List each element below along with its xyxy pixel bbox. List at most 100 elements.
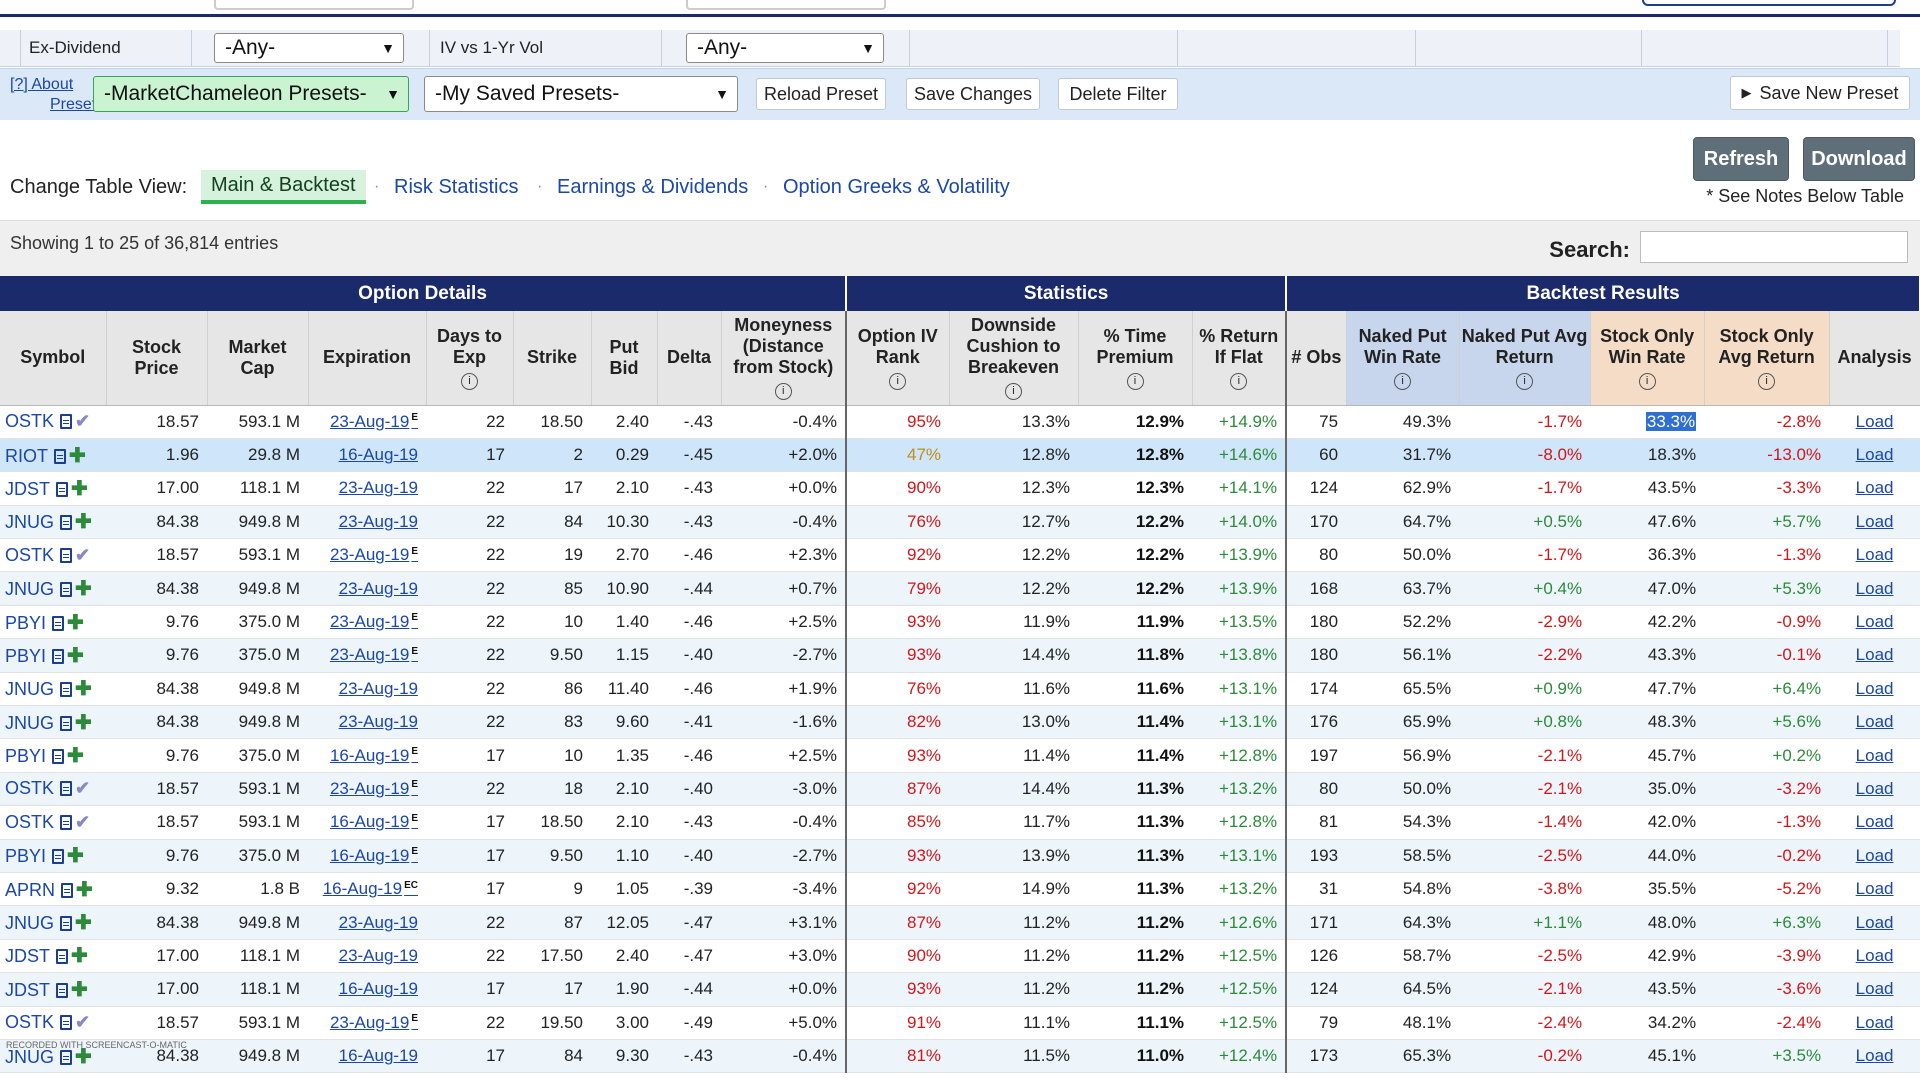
expiration-link[interactable]: 16-Aug-19 xyxy=(339,1046,418,1065)
col-downside-cushion[interactable]: Downside Cushion to Breakeven i xyxy=(949,311,1079,406)
symbol-link[interactable]: APRN xyxy=(5,879,56,900)
col-symbol[interactable]: Symbol xyxy=(0,311,107,406)
plus-icon[interactable]: ✚ xyxy=(67,611,84,634)
tab-main-backtest[interactable]: Main & Backtest xyxy=(201,170,366,204)
plus-icon[interactable]: ✚ xyxy=(75,711,92,734)
col-return-if-flat[interactable]: % Return If Flat i xyxy=(1192,311,1288,406)
iv-select[interactable]: -Any- ▼ xyxy=(686,33,884,63)
load-link[interactable]: Load xyxy=(1855,511,1894,531)
document-icon[interactable] xyxy=(60,814,73,830)
document-icon[interactable] xyxy=(60,916,72,932)
load-link[interactable]: Load xyxy=(1855,678,1894,698)
symbol-link[interactable]: PBYI xyxy=(5,645,47,666)
check-icon[interactable]: ✔ xyxy=(75,411,91,432)
symbol-link[interactable]: PBYI xyxy=(5,846,47,867)
expiration-link[interactable]: 16-Aug-19 xyxy=(339,445,418,464)
load-link[interactable]: Load xyxy=(1855,1012,1894,1032)
col-market-cap[interactable]: Market Cap xyxy=(207,311,309,406)
plus-icon[interactable]: ✚ xyxy=(76,878,93,901)
load-link[interactable]: Load xyxy=(1855,1046,1894,1066)
expiration-link[interactable]: 23-Aug-19 xyxy=(339,913,418,932)
symbol-link[interactable]: OSTK xyxy=(5,778,55,799)
check-icon[interactable]: ✔ xyxy=(75,811,91,832)
expiration-link[interactable]: 23-Aug-19 xyxy=(339,478,418,497)
load-link[interactable]: Load xyxy=(1855,778,1894,798)
plus-icon[interactable]: ✚ xyxy=(71,978,88,1001)
expiration-link[interactable]: 23-Aug-19 E xyxy=(330,779,418,798)
tab-earnings-dividends[interactable]: Earnings & Dividends xyxy=(557,175,749,198)
info-icon[interactable]: i xyxy=(1758,372,1776,390)
expiration-link[interactable]: 23-Aug-19 xyxy=(339,946,418,965)
info-icon[interactable]: i xyxy=(1638,372,1656,390)
filter-input-stub[interactable] xyxy=(686,0,886,10)
symbol-link[interactable]: OSTK xyxy=(5,1012,55,1033)
info-icon[interactable]: i xyxy=(1230,372,1248,390)
symbol-link[interactable]: OSTK xyxy=(5,544,55,565)
load-link[interactable]: Load xyxy=(1855,945,1894,965)
col-stock-only-win-rate[interactable]: Stock Only Win Rate i xyxy=(1590,311,1705,406)
save-changes-button[interactable]: Save Changes xyxy=(906,78,1040,110)
expiration-link[interactable]: 23-Aug-19 xyxy=(339,679,418,698)
filter-input-stub[interactable] xyxy=(214,0,414,10)
document-icon[interactable] xyxy=(52,749,65,765)
expiration-link[interactable]: 16-Aug-19 E xyxy=(330,746,418,765)
reload-preset-button[interactable]: Reload Preset xyxy=(756,78,886,110)
save-new-preset-button[interactable]: ▶ Save New Preset xyxy=(1730,76,1910,110)
load-link[interactable]: Load xyxy=(1855,411,1894,431)
refresh-button[interactable]: Refresh xyxy=(1693,137,1789,181)
col-delta[interactable]: Delta xyxy=(657,311,722,406)
check-icon[interactable]: ✔ xyxy=(75,778,91,799)
load-link[interactable]: Load xyxy=(1855,812,1894,832)
info-icon[interactable]: i xyxy=(461,372,478,390)
download-button[interactable]: Download xyxy=(1803,137,1915,181)
plus-icon[interactable]: ✚ xyxy=(67,644,84,667)
document-icon[interactable] xyxy=(60,547,73,563)
load-link[interactable]: Load xyxy=(1855,979,1894,999)
document-icon[interactable] xyxy=(60,1049,72,1065)
load-link[interactable]: Load xyxy=(1855,745,1894,765)
plus-icon[interactable]: ✚ xyxy=(71,945,88,968)
expiration-link[interactable]: 23-Aug-19 xyxy=(339,712,418,731)
document-icon[interactable] xyxy=(61,882,74,898)
symbol-link[interactable]: JNUG xyxy=(5,712,54,733)
my-presets-select[interactable]: -My Saved Presets- ▼ xyxy=(424,76,738,112)
plus-icon[interactable]: ✚ xyxy=(75,678,92,701)
col-naked-put-win-rate[interactable]: Naked Put Win Rate i xyxy=(1346,311,1460,406)
plus-icon[interactable]: ✚ xyxy=(67,845,84,868)
symbol-link[interactable]: RIOT xyxy=(5,445,48,466)
load-link[interactable]: Load xyxy=(1855,712,1894,732)
document-icon[interactable] xyxy=(60,414,73,430)
symbol-link[interactable]: JNUG xyxy=(5,512,54,533)
col-moneyness[interactable]: Moneyness (Distance from Stock) i xyxy=(721,311,848,406)
info-icon[interactable]: i xyxy=(1126,372,1144,390)
document-icon[interactable] xyxy=(60,715,72,731)
document-icon[interactable] xyxy=(60,1015,73,1031)
info-icon[interactable]: i xyxy=(774,383,792,401)
document-icon[interactable] xyxy=(56,949,68,965)
expiration-link[interactable]: 23-Aug-19 xyxy=(339,512,418,531)
symbol-link[interactable]: JDST xyxy=(5,478,50,499)
plus-icon[interactable]: ✚ xyxy=(67,745,84,768)
expiration-link[interactable]: 16-Aug-19 xyxy=(339,979,418,998)
expiration-link[interactable]: 23-Aug-19 xyxy=(339,579,418,598)
mc-presets-select[interactable]: -MarketChameleon Presets- ▼ xyxy=(93,76,409,112)
col-days-to-exp[interactable]: Days to Exp i xyxy=(426,311,514,406)
symbol-link[interactable]: JDST xyxy=(5,979,50,1000)
symbol-link[interactable]: PBYI xyxy=(5,612,47,633)
document-icon[interactable] xyxy=(56,982,68,998)
delete-filter-button[interactable]: Delete Filter xyxy=(1058,78,1178,110)
expiration-link[interactable]: 16-Aug-19 E xyxy=(330,812,418,831)
search-input[interactable] xyxy=(1640,231,1908,263)
document-icon[interactable] xyxy=(52,648,65,664)
document-icon[interactable] xyxy=(60,515,72,531)
info-icon[interactable]: i xyxy=(889,372,907,390)
document-icon[interactable] xyxy=(60,582,72,598)
col-stock-price[interactable]: Stock Price xyxy=(106,311,208,406)
plus-icon[interactable]: ✚ xyxy=(75,578,92,601)
about-presets-link[interactable]: [?] About Presets xyxy=(10,75,104,115)
load-link[interactable]: Load xyxy=(1855,879,1894,899)
load-link[interactable]: Load xyxy=(1855,912,1894,932)
info-icon[interactable]: i xyxy=(1394,372,1412,390)
expiration-link[interactable]: 16-Aug-19 EC xyxy=(323,879,418,898)
tab-option-greeks-volatility[interactable]: Option Greeks & Volatility xyxy=(783,175,1010,198)
